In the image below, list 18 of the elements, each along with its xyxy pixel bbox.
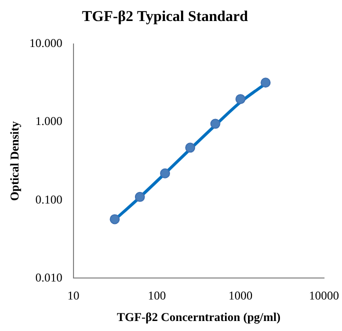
y-tick-label: 10.000 xyxy=(29,36,62,50)
point xyxy=(110,214,120,224)
point xyxy=(235,94,246,104)
y-axis-title: Optical Density xyxy=(7,121,22,201)
y-tick-label: 0.100 xyxy=(35,192,62,206)
x-axis-title: TGF-β2 Concerntration (pg/ml) xyxy=(116,310,281,324)
point xyxy=(134,192,145,202)
point xyxy=(210,118,220,129)
x-tick-label: 10000 xyxy=(309,288,339,303)
x-tick-label: 1000 xyxy=(228,288,252,303)
chart-title: TGF-β2 Typical Standard xyxy=(82,8,249,25)
point xyxy=(185,142,196,153)
x-tick-label: 100 xyxy=(148,288,166,303)
point xyxy=(260,78,271,88)
x-tick-label: 10 xyxy=(67,288,80,303)
y-tick-label: 1.000 xyxy=(35,114,62,128)
y-tick-label: 0.010 xyxy=(35,270,62,284)
point xyxy=(160,168,170,178)
